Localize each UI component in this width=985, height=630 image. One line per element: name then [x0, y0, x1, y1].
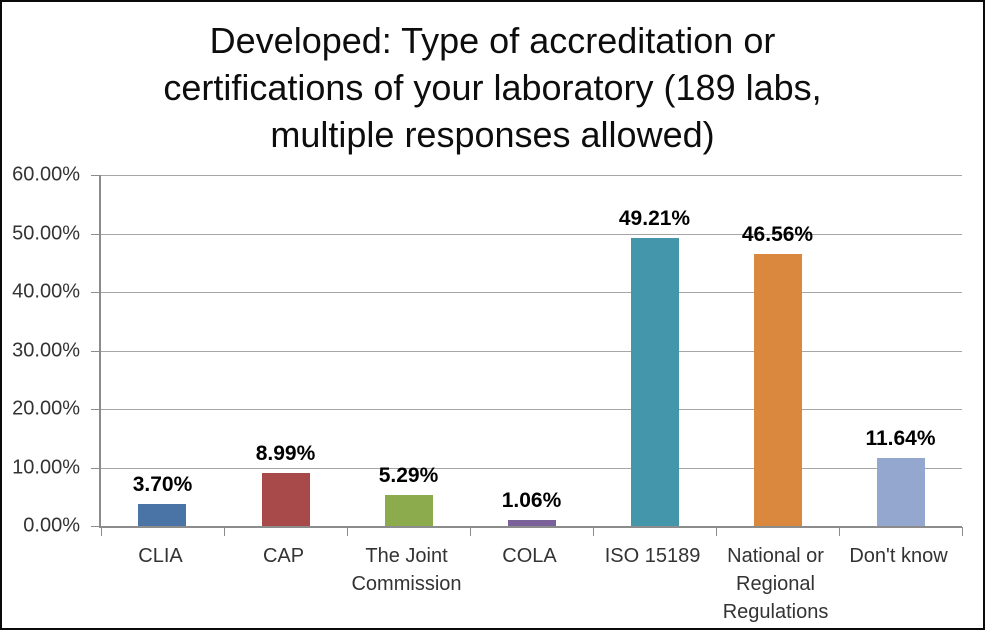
bar-value-label: 5.29% — [378, 464, 439, 488]
x-tick-mark — [716, 527, 717, 536]
y-tick-mark — [91, 526, 99, 527]
y-tick-label: 0.00% — [23, 514, 80, 537]
gridline — [101, 409, 962, 410]
y-tick-mark — [91, 175, 99, 176]
y-tick-label: 40.00% — [12, 280, 80, 303]
y-tick-label: 30.00% — [12, 339, 80, 361]
x-tick-mark — [962, 527, 963, 536]
y-tick-mark — [91, 292, 99, 293]
chart-title: Developed: Type of accreditation or cert… — [163, 20, 822, 155]
bar-value-label: 1.06% — [501, 488, 562, 512]
bar-value-label: 3.70% — [132, 473, 193, 497]
bar-value-label: 46.56% — [741, 222, 814, 246]
bar-value-label: 11.64% — [865, 426, 936, 450]
y-tick-label: 50.00% — [12, 222, 80, 244]
y-tick-mark — [91, 409, 99, 410]
y-axis-labels: 60.00% 50.00% 40.00% 30.00% 20.00% 10.00% 0.00… — [2, 164, 92, 537]
x-tick-label: Don't know — [849, 545, 948, 567]
x-tick-label: ISO 15189 — [604, 545, 701, 567]
x-tick-mark — [470, 527, 471, 536]
x-tick-label: CLIA — [138, 545, 183, 567]
bar-value-label: 49.21% — [618, 207, 691, 231]
bar — [507, 519, 556, 526]
y-tick-label: 60.00% — [12, 163, 80, 186]
gridline — [101, 233, 962, 235]
bar — [261, 473, 310, 526]
x-tick-mark — [593, 527, 594, 536]
bar — [753, 253, 802, 526]
x-tick-mark — [839, 527, 840, 536]
bar-value-label: 8.99% — [255, 442, 316, 466]
y-tick-mark — [91, 467, 99, 469]
plot-area: 3.70% 8.99% 5.29% 1.06% 49.21% 46.56% 11.64% — [91, 175, 963, 536]
x-tick-label: CAP — [262, 545, 305, 567]
y-tick-label: 10.00% — [12, 456, 80, 478]
x-tick-mark — [347, 527, 348, 536]
bar — [138, 504, 187, 526]
y-tick-mark — [91, 350, 99, 352]
y-tick-mark — [91, 233, 99, 235]
gridline — [101, 467, 962, 469]
x-tick-label: COLA — [502, 545, 557, 567]
x-axis-labels: CLIA CAP The Joint Commission COLA ISO 15189… — [99, 536, 960, 626]
x-tick-label: The Joint Commission — [351, 545, 462, 595]
gridline — [101, 175, 962, 176]
bar — [384, 495, 433, 526]
x-tick-label: National or Regional Regulations — [722, 545, 829, 623]
bar — [876, 457, 925, 526]
x-tick-mark — [224, 527, 225, 536]
y-tick-label: 20.00% — [12, 397, 80, 420]
gridline — [101, 292, 962, 293]
gridline — [101, 350, 962, 352]
x-tick-mark — [101, 527, 102, 536]
bar — [630, 238, 679, 526]
